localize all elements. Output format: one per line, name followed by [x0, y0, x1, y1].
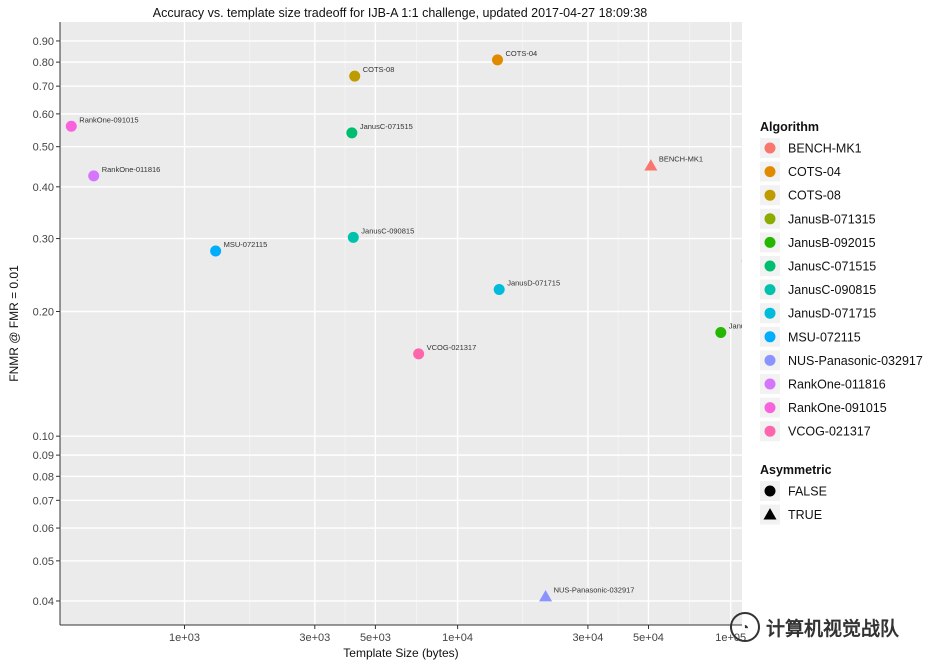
- legend: Algorithm BENCH-MK1 COTS-04 COTS-08 JanusB-0…: [760, 120, 923, 525]
- data-point: [715, 326, 727, 338]
- plot-area: 1e+03 3e+03 5e+03 1e+04 3e+04 5e+04 1e+050.040…: [7, 22, 769, 660]
- point-label: JanusC-071515: [360, 122, 413, 131]
- point-label: JanusC-090815: [361, 226, 414, 235]
- data-point: [65, 120, 77, 132]
- chart-title: Accuracy vs. template size tradeoff for …: [152, 6, 648, 20]
- y-axis-title: FNMR @ FMR = 0.01: [7, 265, 21, 382]
- legend-shape-label: FALSE: [788, 485, 827, 499]
- data-point-triangle: [644, 159, 658, 171]
- legend-label: BENCH-MK1: [788, 142, 862, 156]
- y-tick-label: 0.10: [33, 431, 54, 443]
- watermark-text: 计算机视觉战队: [766, 618, 900, 640]
- y-tick-label: 0.04: [33, 596, 54, 608]
- legend-label: COTS-08: [788, 189, 841, 203]
- legend-label: NUS-Panasonic-032917: [788, 354, 923, 368]
- legend-key: [764, 402, 776, 414]
- legend-shape-triangle: [763, 508, 777, 520]
- legend-shape-circle: [764, 485, 776, 497]
- y-tick-label: 0.08: [33, 471, 54, 483]
- legend-key: [764, 260, 776, 272]
- y-tick-label: 0.09: [33, 450, 54, 462]
- point-label: MSU-072115: [224, 240, 268, 249]
- data-point: [413, 348, 425, 360]
- data-point: [492, 54, 504, 66]
- y-tick-label: 0.06: [33, 523, 54, 535]
- legend-label: JanusB-092015: [788, 236, 876, 250]
- legend-label: JanusB-071315: [788, 212, 876, 226]
- x-tick-label: 5e+03: [360, 632, 391, 644]
- y-tick-label: 0.05: [33, 556, 54, 568]
- legend-title-algorithm: Algorithm: [760, 120, 819, 134]
- data-point: [741, 259, 742, 263]
- legend-key: [764, 378, 776, 390]
- point-label: VCOG-021317: [427, 343, 477, 352]
- y-tick-label: 0.60: [33, 109, 54, 121]
- data-point: [88, 170, 100, 182]
- legend-key: [764, 166, 776, 178]
- x-tick-label: 5e+04: [633, 632, 664, 644]
- x-tick-label: 3e+03: [299, 632, 330, 644]
- data-point: [347, 231, 359, 243]
- y-tick-label: 0.50: [33, 142, 54, 154]
- y-tick-label: 0.70: [33, 81, 54, 93]
- watermark: ◔ 计算机视觉战队: [730, 612, 899, 642]
- legend-label: COTS-04: [788, 165, 841, 179]
- legend-key: [764, 307, 776, 319]
- wechat-logo-icon: ◔: [730, 612, 760, 642]
- legend-title-asymmetric: Asymmetric: [760, 463, 832, 477]
- data-point: [210, 245, 222, 257]
- legend-label: VCOG-021317: [788, 425, 871, 439]
- legend-key: [764, 236, 776, 248]
- point-label: BENCH-MK1: [659, 155, 703, 164]
- data-point-triangle: [539, 590, 553, 602]
- point-label: NUS-Panasonic-032917: [554, 586, 635, 595]
- legend-key: [764, 425, 776, 437]
- data-point: [349, 70, 361, 82]
- data-point: [346, 127, 358, 139]
- point-label: COTS-04: [506, 49, 538, 58]
- plot-background: [60, 22, 742, 625]
- point-label: RankOne-011816: [102, 165, 161, 174]
- data-marks: BENCH-MK1COTS-04COTS-08JanusJanusB-092Ja…: [65, 49, 769, 602]
- point-label: JanusD-071715: [507, 279, 560, 288]
- point-label: COTS-08: [363, 65, 395, 74]
- legend-shape-label: TRUE: [788, 508, 822, 522]
- legend-key: [764, 284, 776, 296]
- point-label: RankOne-091015: [79, 115, 138, 124]
- legend-label: RankOne-011816: [788, 378, 886, 392]
- y-tick-label: 0.30: [33, 234, 54, 246]
- y-tick-label: 0.80: [33, 57, 54, 69]
- legend-key: [764, 189, 776, 201]
- x-axis-title: Template Size (bytes): [343, 646, 458, 660]
- legend-key: [764, 331, 776, 343]
- legend-label: RankOne-091015: [788, 401, 887, 415]
- y-tick-label: 0.07: [33, 495, 54, 507]
- x-tick-label: 1e+03: [169, 632, 200, 644]
- point-label: JanusB-092: [729, 321, 769, 330]
- legend-label: JanusD-071715: [788, 307, 876, 321]
- x-tick-label: 3e+04: [572, 632, 603, 644]
- y-tick-label: 0.40: [33, 182, 54, 194]
- legend-label: MSU-072115: [788, 330, 861, 344]
- y-tick-label: 0.20: [33, 306, 54, 318]
- data-point: [493, 284, 505, 296]
- legend-label: JanusC-090815: [788, 283, 876, 297]
- legend-key: [764, 142, 776, 154]
- x-tick-label: 1e+04: [442, 632, 473, 644]
- legend-key: [764, 354, 776, 366]
- y-tick-label: 0.90: [33, 36, 54, 48]
- legend-label: JanusC-071515: [788, 260, 876, 274]
- legend-key: [764, 213, 776, 225]
